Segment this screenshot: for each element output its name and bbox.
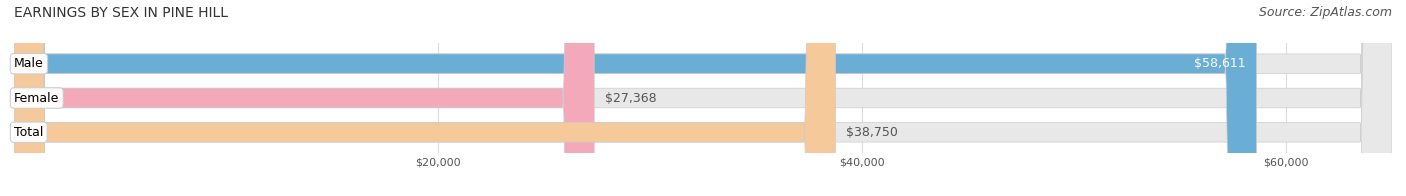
FancyBboxPatch shape (14, 0, 595, 196)
Text: Source: ZipAtlas.com: Source: ZipAtlas.com (1258, 6, 1392, 19)
Text: Male: Male (14, 57, 44, 70)
FancyBboxPatch shape (14, 0, 1392, 196)
FancyBboxPatch shape (14, 0, 1392, 196)
Text: Female: Female (14, 92, 59, 104)
FancyBboxPatch shape (14, 0, 1392, 196)
FancyBboxPatch shape (14, 0, 1257, 196)
Text: $58,611: $58,611 (1194, 57, 1246, 70)
Text: $38,750: $38,750 (846, 126, 898, 139)
FancyBboxPatch shape (14, 0, 835, 196)
Text: $27,368: $27,368 (605, 92, 657, 104)
Text: Total: Total (14, 126, 44, 139)
Text: EARNINGS BY SEX IN PINE HILL: EARNINGS BY SEX IN PINE HILL (14, 6, 228, 20)
